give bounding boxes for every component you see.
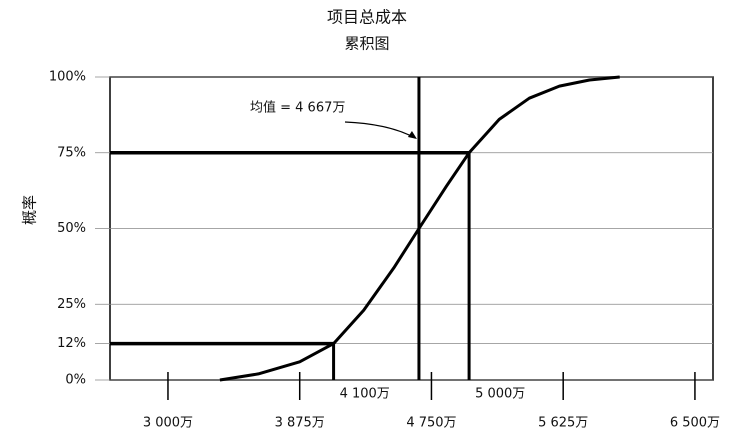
cumulative-curve <box>219 75 620 382</box>
y-tick-label: 25% <box>57 297 86 312</box>
marker-label: 5 000万 <box>475 387 525 402</box>
x-tick-label: 6 500万 <box>670 416 720 431</box>
x-tick-label: 3 000万 <box>143 416 193 431</box>
mean-label: 均值 = 4 667万 <box>250 100 345 116</box>
x-tick-label: 4 750万 <box>406 416 456 431</box>
x-tick-label: 5 625万 <box>538 416 588 431</box>
y-tick-label: 75% <box>57 145 86 160</box>
marker-label: 4 100万 <box>340 387 390 402</box>
y-axis-label: 概率 <box>21 195 39 225</box>
x-tick-label: 3 875万 <box>275 416 325 431</box>
y-tick-label: 100% <box>49 70 86 85</box>
mean-arrow <box>344 121 416 139</box>
mean-arrowhead <box>407 131 417 139</box>
chart-title: 项目总成本 <box>327 8 407 27</box>
y-tick-label: 50% <box>57 221 86 236</box>
chart-subtitle: 累积图 <box>344 35 389 53</box>
y-tick-label: 12% <box>57 336 86 351</box>
y-tick-label: 0% <box>65 373 86 388</box>
